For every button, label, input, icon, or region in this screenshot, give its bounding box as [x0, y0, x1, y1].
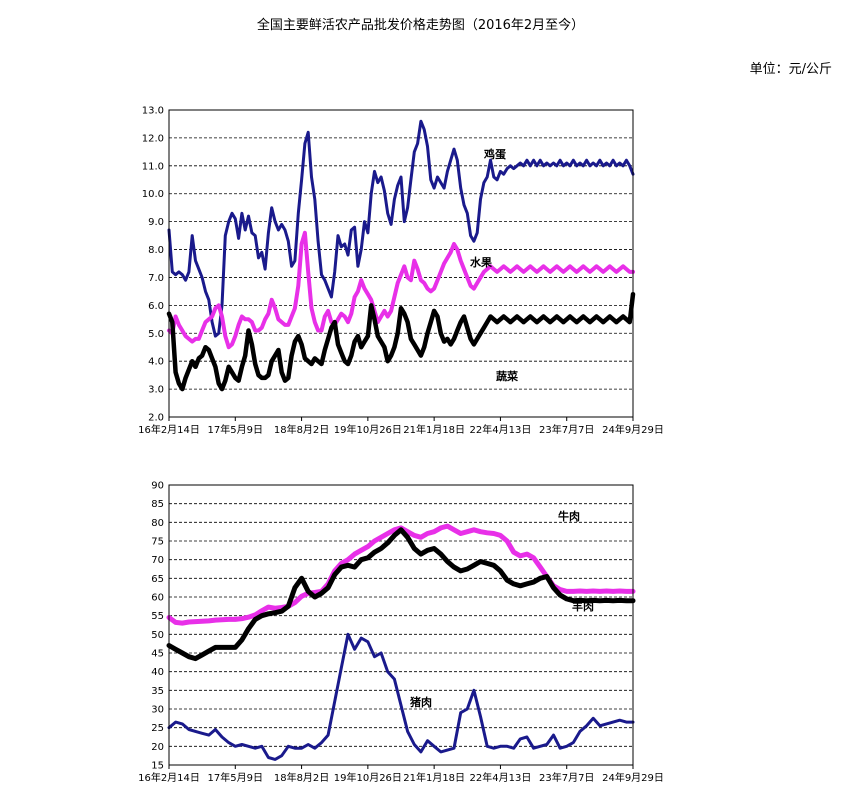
series-label-mutton: 羊肉 [572, 599, 594, 613]
y-tick-label: 75 [151, 537, 164, 548]
page-title: 全国主要鲜活农产品批发价格走势图（2016年2月至今） [256, 18, 585, 33]
y-tick-label: 20 [151, 742, 164, 753]
x-tick-label: 19年10月26日 [334, 771, 402, 784]
y-tick-label: 3.0 [148, 385, 164, 396]
x-tick-label: 18年8月2日 [274, 423, 329, 436]
series-line-veg [166, 291, 636, 392]
y-tick-label: 9.0 [148, 217, 164, 228]
x-tick-label: 23年7月7日 [539, 423, 594, 436]
y-tick-label: 8.0 [148, 245, 164, 256]
y-tick-label: 40 [151, 667, 164, 678]
series-line-pork [167, 632, 635, 761]
series-label-pork: 猪肉 [409, 695, 432, 709]
x-tick-label: 21年1月18日 [403, 771, 465, 784]
series-label-beef: 牛肉 [558, 509, 580, 523]
x-tick-label: 17年5月9日 [208, 423, 263, 436]
y-tick-label: 11.0 [142, 161, 164, 172]
y-tick-label: 60 [151, 593, 164, 604]
y-tick-label: 45 [151, 649, 164, 660]
series-line-mutton [166, 527, 636, 662]
plot-frame [168, 109, 634, 418]
x-tick-label: 16年2月14日 [138, 423, 200, 436]
x-tick-label: 24年9月29日 [602, 423, 664, 436]
y-tick-label: 25 [151, 723, 164, 734]
y-tick-label: 15 [151, 761, 164, 772]
series-label-veg: 蔬菜 [496, 369, 519, 383]
y-tick-label: 70 [151, 555, 164, 566]
plot-frame [168, 484, 634, 766]
series-label-egg: 鸡蛋 [483, 147, 507, 161]
y-tick-label: 2.0 [148, 413, 164, 424]
y-tick-label: 85 [151, 499, 164, 510]
x-tick-label: 19年10月26日 [334, 423, 402, 436]
x-tick-label: 16年2月14日 [138, 771, 200, 784]
unit-label: 单位：元/公斤 [749, 62, 832, 77]
y-tick-label: 6.0 [148, 301, 164, 312]
y-tick-label: 35 [151, 686, 164, 697]
x-tick-label: 18年8月2日 [274, 771, 329, 784]
y-tick-label: 50 [151, 630, 164, 641]
y-tick-label: 12.0 [142, 133, 164, 144]
y-tick-label: 90 [151, 481, 164, 492]
x-tick-label: 22年4月13日 [470, 423, 532, 436]
x-tick-label: 21年1月18日 [403, 423, 465, 436]
series-line-egg [167, 119, 635, 338]
y-tick-label: 55 [151, 611, 164, 622]
y-tick-label: 13.0 [142, 106, 164, 117]
y-tick-label: 10.0 [142, 189, 164, 200]
y-tick-label: 65 [151, 574, 164, 585]
y-tick-label: 5.0 [148, 329, 164, 340]
y-tick-label: 80 [151, 518, 164, 529]
x-tick-label: 17年5月9日 [208, 771, 263, 784]
x-tick-label: 23年7月7日 [539, 771, 594, 784]
series-label-fruit: 水果 [470, 255, 492, 269]
series-line-fruit [167, 230, 635, 350]
y-tick-label: 4.0 [148, 357, 164, 368]
y-tick-label: 30 [151, 705, 164, 716]
y-tick-label: 7.0 [148, 273, 164, 284]
x-tick-label: 24年9月29日 [602, 771, 664, 784]
x-tick-label: 22年4月13日 [470, 771, 532, 784]
